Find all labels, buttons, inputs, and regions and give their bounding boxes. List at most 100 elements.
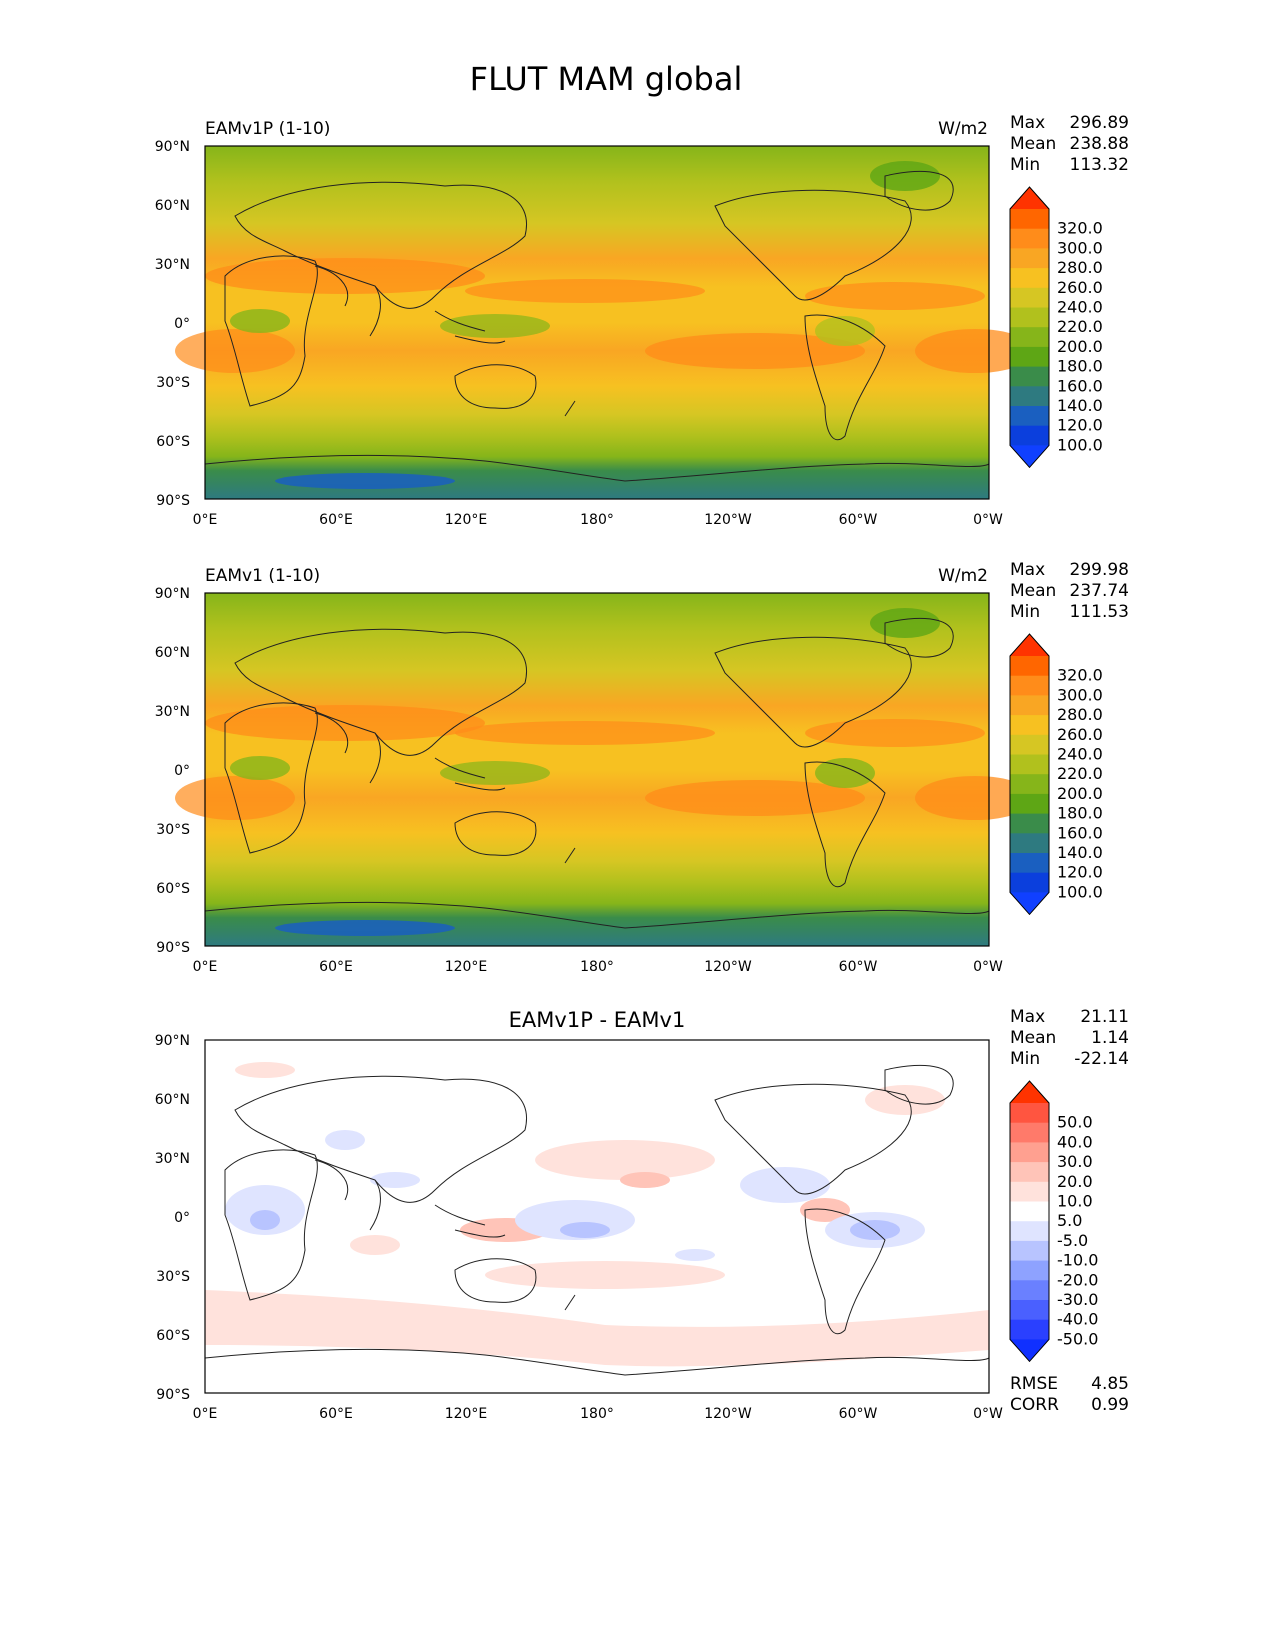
colorbar-tick-label: 180.0: [1057, 804, 1103, 823]
colorbar-tick-label: 5.0: [1057, 1211, 1082, 1230]
colorbar-segment: [1010, 813, 1049, 834]
field-blob: [805, 282, 985, 310]
field-blob: [915, 776, 1035, 820]
colorbar-segment: [1010, 1300, 1049, 1321]
lat-tick: 90°S: [156, 1387, 190, 1403]
field-blob: [440, 761, 550, 785]
lat-tick: 0°: [174, 316, 190, 332]
map-frame: [204, 145, 990, 500]
colorbar-tick-label: 100.0: [1057, 882, 1103, 901]
colorbar-segment: [1010, 872, 1049, 893]
lon-tick: 60°E: [319, 1406, 353, 1422]
colorbar-extend-max: [1010, 1081, 1049, 1103]
colorbar-tick-label: 220.0: [1057, 764, 1103, 783]
field-blob: [275, 920, 455, 936]
panel-left-title: EAMv1P (1-10): [205, 119, 330, 139]
colorbar-segment: [1010, 1260, 1049, 1281]
lat-tick: 90°N: [155, 586, 190, 602]
colorbar-segment: [1010, 327, 1049, 348]
field-blob: [915, 329, 1035, 373]
colorbar-segment: [1010, 1240, 1049, 1262]
diff-positive: [350, 1235, 400, 1255]
stats-box: Max 299.98 Mean 237.74 Min 111.53: [1010, 560, 1129, 622]
colorbar: 50.040.030.020.010.05.0-5.0-10.0-20.0-30…: [1009, 1080, 1098, 1363]
colorbar-tick-label: 320.0: [1057, 666, 1103, 685]
field-blob: [815, 758, 875, 788]
map-difference: [204, 1039, 990, 1394]
colorbar-segment: [1010, 1280, 1049, 1301]
colorbar-tick-label: 200.0: [1057, 337, 1103, 356]
stat-mean: 1.14: [1091, 1028, 1129, 1048]
lat-tick: 60°S: [156, 881, 190, 897]
colorbar-tick-label: -40.0: [1057, 1310, 1098, 1329]
lon-tick: 60°W: [839, 512, 878, 528]
lon-tick: 0°W: [973, 959, 1003, 975]
lon-tick: 180°: [580, 1406, 614, 1422]
colorbar-segment: [1010, 209, 1049, 230]
lat-tick: 90°N: [155, 1033, 190, 1049]
map-reference: [175, 592, 1035, 947]
lon-tick: 60°E: [319, 512, 353, 528]
colorbar-segment: [1010, 675, 1049, 696]
map-frame: [204, 1039, 990, 1394]
stat-max-label: Max: [1010, 560, 1045, 580]
lon-tick: 120°W: [704, 512, 752, 528]
diff-positive: [620, 1172, 670, 1188]
colorbar-tick-label: 280.0: [1057, 258, 1103, 277]
colorbar-segment: [1010, 656, 1049, 677]
colorbar-segment: [1010, 1142, 1049, 1163]
diff-negative: [560, 1222, 610, 1238]
score-box: RMSE 4.85 CORR 0.99: [1010, 1374, 1129, 1415]
lat-tick: 30°S: [156, 1269, 190, 1285]
lat-ticks: 90°N 60°N 30°N 0° 30°S 60°S 90°S: [155, 586, 190, 956]
colorbar-tick-label: 10.0: [1057, 1192, 1093, 1211]
colorbar-tick-label: 30.0: [1057, 1152, 1093, 1171]
lat-tick: 60°S: [156, 434, 190, 450]
rmse-label: RMSE: [1010, 1374, 1058, 1394]
lon-tick: 0°E: [193, 1406, 218, 1422]
colorbar-segment: [1010, 406, 1049, 427]
colorbar-segment: [1010, 386, 1049, 407]
diff-positive: [235, 1062, 295, 1078]
map-frame: [204, 592, 990, 947]
lon-tick: 120°W: [704, 1406, 752, 1422]
stat-min-label: Min: [1010, 1049, 1040, 1069]
stat-max-label: Max: [1010, 1007, 1045, 1027]
colorbar-extend-min: [1010, 892, 1049, 915]
lat-tick: 90°S: [156, 493, 190, 509]
stat-max: 296.89: [1070, 113, 1129, 133]
colorbar-tick-label: -5.0: [1057, 1231, 1088, 1250]
colorbar-segment: [1010, 754, 1049, 775]
colorbar-segment: [1010, 1181, 1049, 1202]
panel-test: EAMv1P (1-10) W/m2 90°N 60°N 30°N 0°: [155, 113, 1129, 528]
lat-tick: 60°S: [156, 1328, 190, 1344]
diff-positive: [800, 1198, 850, 1222]
field-blob: [230, 756, 290, 780]
colorbar-segment: [1010, 268, 1049, 289]
lat-tick: 0°: [174, 1210, 190, 1226]
panel-center-title: EAMv1P - EAMv1: [509, 1008, 686, 1032]
colorbar-outline: [1009, 633, 1050, 916]
colorbar-segment: [1010, 793, 1049, 815]
diff-positive: [535, 1140, 715, 1180]
panel-left-title: EAMv1 (1-10): [205, 566, 320, 586]
diff-negative: [250, 1210, 280, 1230]
stat-max: 299.98: [1070, 560, 1129, 580]
stat-mean-label: Mean: [1010, 134, 1056, 154]
field-blob: [645, 780, 865, 816]
diff-negative: [740, 1167, 830, 1203]
lat-tick: 60°N: [155, 1092, 190, 1108]
diff-negative: [850, 1220, 900, 1240]
colorbar-extend-min: [1010, 1339, 1049, 1362]
lat-tick: 30°S: [156, 375, 190, 391]
colorbar-segment: [1010, 366, 1049, 387]
colorbar-tick-label: 260.0: [1057, 725, 1103, 744]
colorbar-segment: [1010, 425, 1049, 446]
panel-units: W/m2: [938, 566, 988, 586]
lat-ticks: 90°N 60°N 30°N 0° 30°S 60°S 90°S: [155, 1033, 190, 1403]
stat-mean-label: Mean: [1010, 581, 1056, 601]
field-blob: [870, 161, 940, 191]
corr-value: 0.99: [1091, 1395, 1129, 1415]
stat-min: 111.53: [1070, 602, 1129, 622]
colorbar-tick-label: -20.0: [1057, 1270, 1098, 1289]
